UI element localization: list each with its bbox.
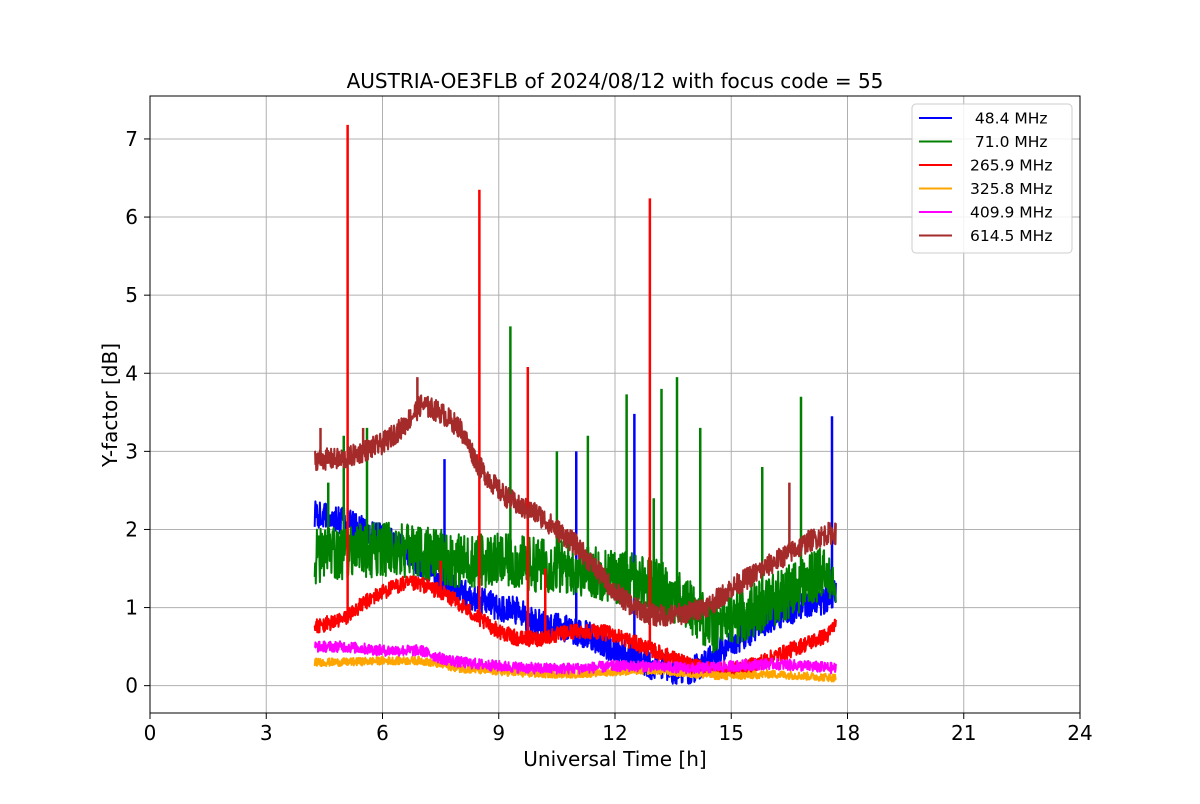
y-axis-ticks: 0 1 2 3 4 5 6 7 bbox=[125, 127, 150, 698]
grid bbox=[149, 96, 1081, 713]
series-lines bbox=[313, 124, 837, 685]
x-tick-label: 6 bbox=[376, 721, 389, 745]
y-tick-label: 5 bbox=[125, 283, 138, 307]
x-axis-ticks: 0 3 6 9 12 15 18 21 24 bbox=[144, 713, 1093, 745]
y-tick-label: 0 bbox=[125, 674, 138, 698]
legend-label: 265.9 MHz bbox=[970, 157, 1052, 175]
x-tick-label: 21 bbox=[951, 721, 976, 745]
legend: 48.4 MHz 71.0 MHz 265.9 MHz 325.8 MHz 409.9… bbox=[911, 103, 1073, 254]
series-line bbox=[313, 521, 837, 654]
y-tick-label: 1 bbox=[125, 596, 138, 620]
y-tick-label: 7 bbox=[125, 127, 138, 151]
legend-label: 48.4 MHz bbox=[970, 110, 1048, 128]
legend-label: 325.8 MHz bbox=[970, 180, 1052, 198]
series-line bbox=[313, 655, 837, 683]
y-tick-label: 3 bbox=[125, 439, 138, 463]
y-tick-label: 2 bbox=[125, 517, 138, 541]
series-line bbox=[314, 640, 837, 675]
x-tick-label: 18 bbox=[835, 721, 860, 745]
x-tick-label: 12 bbox=[602, 721, 627, 745]
legend-label: 71.0 MHz bbox=[970, 133, 1048, 151]
legend-label: 409.9 MHz bbox=[970, 204, 1052, 222]
x-tick-label: 0 bbox=[144, 721, 157, 745]
chart-title: AUSTRIA-OE3FLB of 2024/08/12 with focus … bbox=[347, 69, 884, 93]
series-line bbox=[313, 394, 837, 627]
y-tick-label: 4 bbox=[125, 361, 138, 385]
legend-label: 614.5 MHz bbox=[970, 227, 1052, 245]
x-tick-label: 9 bbox=[492, 721, 505, 745]
y-tick-label: 6 bbox=[125, 205, 138, 229]
x-tick-label: 3 bbox=[260, 721, 273, 745]
x-axis-label: Universal Time [h] bbox=[523, 747, 706, 771]
x-tick-label: 24 bbox=[1067, 721, 1092, 745]
x-tick-label: 15 bbox=[719, 721, 744, 745]
y-axis-label: Y-factor [dB] bbox=[98, 343, 122, 468]
